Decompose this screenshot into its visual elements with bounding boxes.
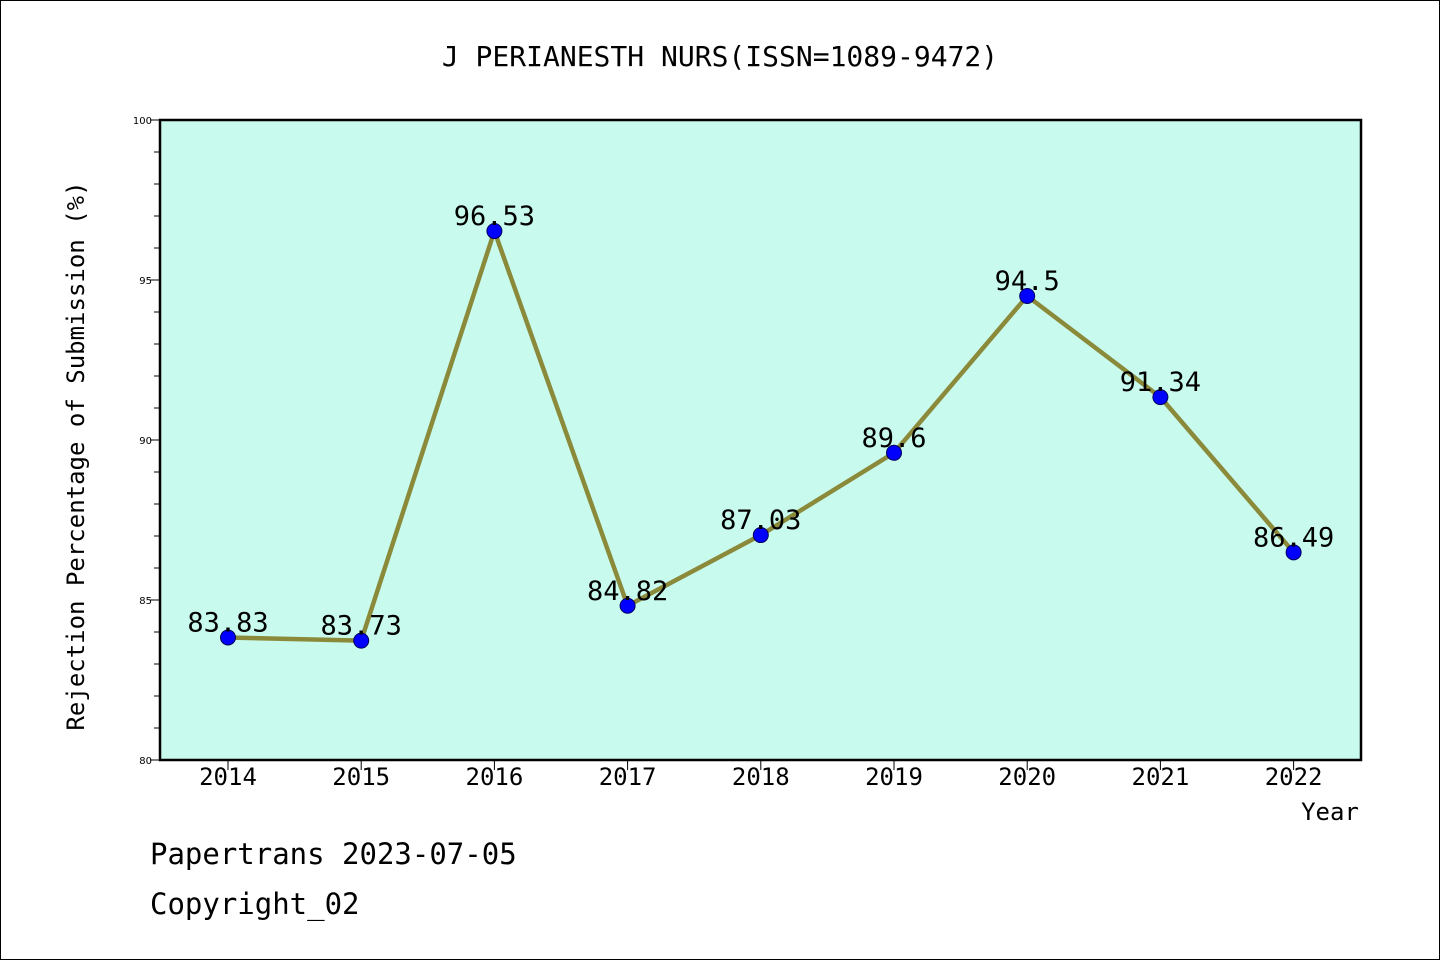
plot-border (158, 118, 1363, 762)
x-tick-label: 2019 (865, 763, 923, 791)
x-axis: 2014 2015 2016 2017 2018 2019 2020 2021 2022 (199, 760, 1322, 791)
data-label: 96.53 (454, 201, 535, 232)
y-tick-label: 85 (139, 596, 152, 607)
data-label: 94.5 (995, 266, 1060, 297)
plot-area (160, 120, 1361, 760)
y-tick-label: 90 (139, 436, 152, 447)
data-point (1152, 389, 1169, 406)
data-point (752, 527, 769, 544)
footer-copyright: Copyright_02 (150, 887, 360, 922)
x-tick-label: 2021 (1132, 763, 1190, 791)
data-label: 83.73 (321, 611, 402, 642)
data-label: 89.6 (861, 423, 926, 454)
series-marker-group (220, 223, 1302, 649)
data-label: 91.34 (1120, 367, 1201, 398)
data-point (486, 223, 503, 240)
y-tick-label: 100 (133, 116, 152, 127)
y-axis-title: Rejection Percentage of Submission (%) (62, 181, 90, 730)
x-tick-label: 2014 (199, 763, 257, 791)
y-axis: 80 85 90 95 100 (133, 116, 160, 767)
data-point (220, 629, 236, 646)
x-tick-label: 2015 (332, 763, 390, 791)
x-axis-title: Year (1301, 798, 1359, 826)
x-tick-label: 2016 (466, 763, 524, 791)
x-tick-label: 2018 (732, 763, 790, 791)
data-label: 83.83 (187, 607, 268, 638)
x-tick-label: 2017 (599, 763, 657, 791)
x-tick-label: 2022 (1265, 763, 1323, 791)
data-point (1285, 544, 1302, 561)
chart-title: J PERIANESTH NURS(ISSN=1089-9472) (442, 40, 998, 73)
data-label: 87.03 (720, 505, 801, 536)
y-tick-label: 95 (139, 276, 152, 287)
footer-date: Papertrans 2023-07-05 (150, 837, 517, 871)
y-tick-label: 80 (139, 756, 152, 767)
data-label: 84.82 (587, 576, 668, 607)
data-point (353, 632, 370, 649)
data-label-group: 83.83 83.73 96.53 84.82 87.03 89.6 94.5 91.34 86… (187, 201, 1334, 642)
x-tick-label: 2020 (998, 763, 1056, 791)
data-point (886, 444, 902, 461)
data-point (1019, 288, 1036, 304)
data-label: 86.49 (1253, 522, 1334, 553)
data-point (619, 597, 636, 614)
